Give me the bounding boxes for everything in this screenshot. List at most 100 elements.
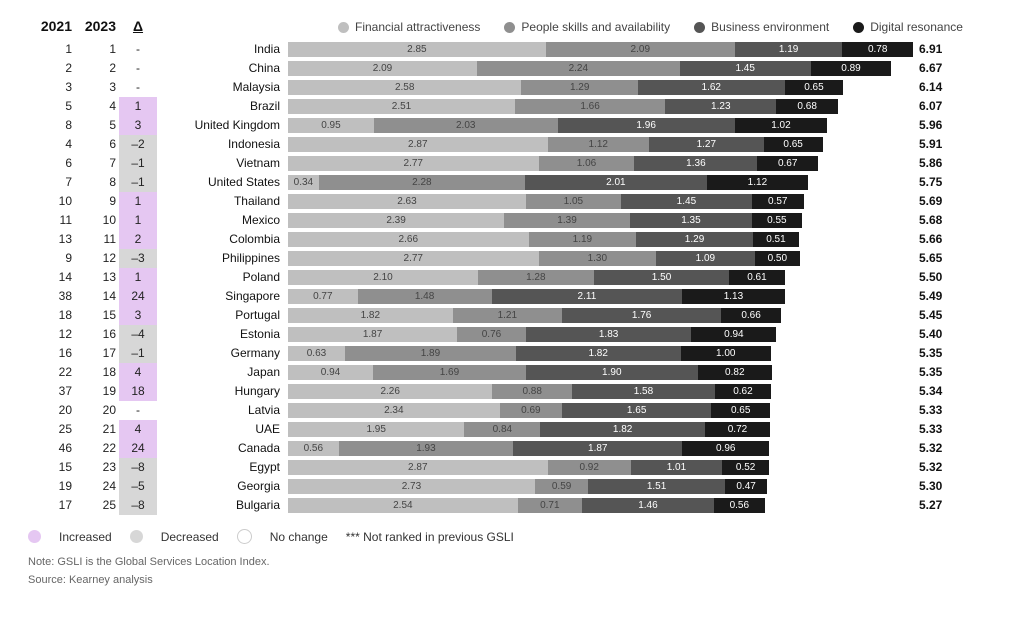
- delta-value: 2: [119, 230, 157, 249]
- delta-cell: –3: [116, 249, 160, 268]
- bar-seg-f: 2.09: [288, 61, 477, 76]
- stacked-bar: 2.101.281.500.61: [288, 270, 913, 285]
- delta-value: –1: [119, 154, 157, 173]
- legend-bottom: Increased Decreased No change *** Not ra…: [28, 529, 996, 544]
- delta-cell: –8: [116, 458, 160, 477]
- table-row: 22-China2.092.241.450.896.67: [28, 59, 996, 78]
- table-row: 1091Thailand2.631.051.450.575.69: [28, 192, 996, 211]
- bar-seg-dg: 0.57: [752, 194, 804, 209]
- rank-2021: 5: [28, 97, 72, 116]
- stacked-bar: 2.092.241.450.89: [288, 61, 913, 76]
- bar-seg-dg: 0.47: [725, 479, 768, 494]
- stacked-bar: 1.821.211.760.66: [288, 308, 913, 323]
- bar-seg-dg: 0.51: [753, 232, 799, 247]
- rank-2021: 14: [28, 268, 72, 287]
- stacked-bar: 2.631.051.450.57: [288, 194, 913, 209]
- bar-seg-f: 2.39: [288, 213, 504, 228]
- bar-seg-b: 1.90: [526, 365, 698, 380]
- bar-seg-p: 2.09: [546, 42, 735, 57]
- bar-seg-f: 1.87: [288, 327, 457, 342]
- rank-2021: 7: [28, 173, 72, 192]
- bar-seg-b: 1.51: [588, 479, 725, 494]
- total-value: 5.66: [919, 230, 959, 249]
- stacked-bar: 0.952.031.961.02: [288, 118, 913, 133]
- stacked-bar: 2.260.881.580.62: [288, 384, 913, 399]
- legend-item-business: Business environment: [694, 20, 829, 34]
- table-row: 67–1Vietnam2.771.061.360.675.86: [28, 154, 996, 173]
- bar-seg-f: 2.73: [288, 479, 535, 494]
- rank-2023: 25: [72, 496, 116, 515]
- country-name: United States: [160, 173, 288, 192]
- total-value: 5.33: [919, 420, 959, 439]
- table-row: 541Brazil2.511.661.230.686.07: [28, 97, 996, 116]
- swatch-financial: [338, 22, 349, 33]
- bar-seg-dg: 1.00: [681, 346, 771, 361]
- bar-seg-f: 2.66: [288, 232, 529, 247]
- rank-2023: 21: [72, 420, 116, 439]
- bar-seg-f: 1.82: [288, 308, 453, 323]
- bar-seg-p: 1.06: [539, 156, 635, 171]
- legend-increased: Increased: [59, 530, 112, 544]
- delta-value: 3: [119, 306, 157, 325]
- bar-seg-p: 1.29: [521, 80, 638, 95]
- total-value: 5.49: [919, 287, 959, 306]
- rank-2023: 15: [72, 306, 116, 325]
- legend-label-business: Business environment: [711, 20, 829, 34]
- delta-cell: –1: [116, 173, 160, 192]
- table-row: 1617–1Germany0.631.891.821.005.35: [28, 344, 996, 363]
- rank-2023: 8: [72, 173, 116, 192]
- table-row: 853United Kingdom0.952.031.961.025.96: [28, 116, 996, 135]
- delta-value: –5: [119, 477, 157, 496]
- bar-seg-p: 1.48: [358, 289, 492, 304]
- table-row: 1924–5Georgia2.730.591.510.475.30: [28, 477, 996, 496]
- country-name: Philippines: [160, 249, 288, 268]
- rank-2023: 23: [72, 458, 116, 477]
- delta-value: –1: [119, 344, 157, 363]
- bar-seg-dg: 0.65: [785, 80, 844, 95]
- delta-value: 4: [119, 420, 157, 439]
- swatch-nochange: [237, 529, 252, 544]
- bar-seg-dg: 1.12: [707, 175, 808, 190]
- bar-seg-f: 2.34: [288, 403, 500, 418]
- country-name: Georgia: [160, 477, 288, 496]
- total-value: 5.50: [919, 268, 959, 287]
- table-row: 25214UAE1.950.841.820.725.33: [28, 420, 996, 439]
- delta-value: 4: [119, 363, 157, 382]
- delta-value: 1: [119, 268, 157, 287]
- country-name: Bulgaria: [160, 496, 288, 515]
- rank-2023: 5: [72, 116, 116, 135]
- bar-seg-b: 1.09: [656, 251, 755, 266]
- table-row: 13112Colombia2.661.191.290.515.66: [28, 230, 996, 249]
- bar-seg-b: 1.82: [540, 422, 705, 437]
- bar-seg-dg: 0.72: [705, 422, 770, 437]
- country-name: Malaysia: [160, 78, 288, 97]
- bar-seg-dg: 0.94: [691, 327, 776, 342]
- bar-seg-p: 0.84: [464, 422, 540, 437]
- delta-cell: 2: [116, 230, 160, 249]
- delta-cell: 1: [116, 97, 160, 116]
- legend-decreased: Decreased: [161, 530, 219, 544]
- bar-seg-f: 2.51: [288, 99, 515, 114]
- country-name: China: [160, 59, 288, 78]
- country-name: United Kingdom: [160, 116, 288, 135]
- bar-seg-b: 1.36: [634, 156, 757, 171]
- total-value: 5.35: [919, 363, 959, 382]
- total-value: 5.40: [919, 325, 959, 344]
- swatch-business: [694, 22, 705, 33]
- delta-value: –4: [119, 325, 157, 344]
- delta-cell: 3: [116, 306, 160, 325]
- stacked-bar: 2.391.391.350.55: [288, 213, 913, 228]
- total-value: 5.33: [919, 401, 959, 420]
- delta-value: -: [119, 401, 157, 420]
- total-value: 5.34: [919, 382, 959, 401]
- delta-value: 1: [119, 192, 157, 211]
- country-name: Egypt: [160, 458, 288, 477]
- legend-label-people: People skills and availability: [521, 20, 670, 34]
- bar-seg-f: 2.58: [288, 80, 521, 95]
- country-name: Brazil: [160, 97, 288, 116]
- rank-2023: 12: [72, 249, 116, 268]
- rank-2021: 15: [28, 458, 72, 477]
- bar-seg-f: 1.95: [288, 422, 464, 437]
- rank-2023: 14: [72, 287, 116, 306]
- rank-2023: 24: [72, 477, 116, 496]
